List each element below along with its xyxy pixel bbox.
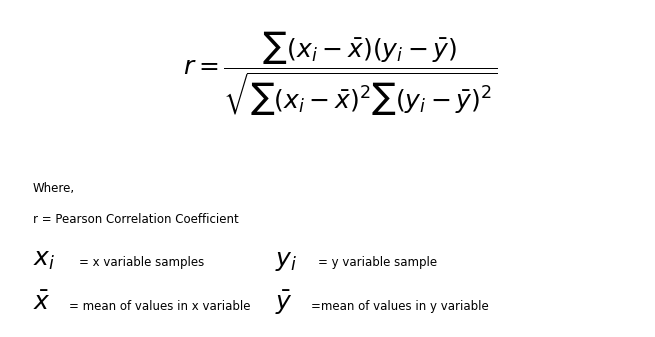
Text: =mean of values in y variable: =mean of values in y variable bbox=[311, 300, 489, 313]
Text: Where,: Where, bbox=[33, 182, 75, 195]
Text: r = Pearson Correlation Coefficient: r = Pearson Correlation Coefficient bbox=[33, 213, 238, 225]
Text: = mean of values in x variable: = mean of values in x variable bbox=[69, 300, 250, 313]
Text: = y variable sample: = y variable sample bbox=[318, 256, 437, 269]
Text: $\mathit{\bar{y}}$: $\mathit{\bar{y}}$ bbox=[275, 289, 293, 317]
Text: $\mathit{r} = \dfrac{\sum \left(\mathit{x_i} - \bar{\mathit{x}}\right)\left(\mat: $\mathit{r} = \dfrac{\sum \left(\mathit{… bbox=[183, 30, 498, 118]
Text: $\mathit{x_i}$: $\mathit{x_i}$ bbox=[33, 248, 55, 272]
Text: $\mathit{y_i}$: $\mathit{y_i}$ bbox=[275, 249, 297, 273]
Text: = x variable samples: = x variable samples bbox=[79, 256, 204, 269]
Text: $\mathit{\bar{x}}$: $\mathit{\bar{x}}$ bbox=[33, 291, 50, 315]
